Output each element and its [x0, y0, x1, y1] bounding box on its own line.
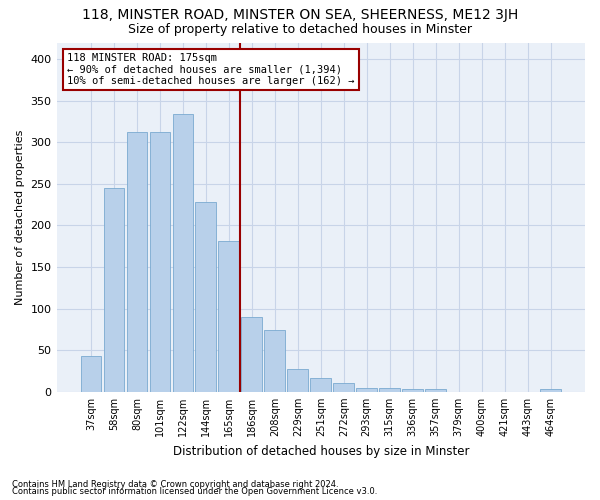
- Bar: [356, 388, 377, 392]
- Bar: [127, 132, 147, 392]
- Bar: [241, 317, 262, 392]
- Bar: [173, 114, 193, 392]
- X-axis label: Distribution of detached houses by size in Minster: Distribution of detached houses by size …: [173, 444, 469, 458]
- Bar: [334, 384, 354, 392]
- Bar: [287, 370, 308, 392]
- Text: 118, MINSTER ROAD, MINSTER ON SEA, SHEERNESS, ME12 3JH: 118, MINSTER ROAD, MINSTER ON SEA, SHEER…: [82, 8, 518, 22]
- Y-axis label: Number of detached properties: Number of detached properties: [15, 130, 25, 305]
- Bar: [149, 132, 170, 392]
- Text: Contains public sector information licensed under the Open Government Licence v3: Contains public sector information licen…: [12, 487, 377, 496]
- Text: Size of property relative to detached houses in Minster: Size of property relative to detached ho…: [128, 22, 472, 36]
- Text: 118 MINSTER ROAD: 175sqm
← 90% of detached houses are smaller (1,394)
10% of sem: 118 MINSTER ROAD: 175sqm ← 90% of detach…: [67, 53, 355, 86]
- Bar: [379, 388, 400, 392]
- Bar: [218, 242, 239, 392]
- Bar: [265, 330, 285, 392]
- Bar: [403, 390, 423, 392]
- Bar: [80, 356, 101, 392]
- Bar: [104, 188, 124, 392]
- Text: Contains HM Land Registry data © Crown copyright and database right 2024.: Contains HM Land Registry data © Crown c…: [12, 480, 338, 489]
- Bar: [425, 390, 446, 392]
- Bar: [310, 378, 331, 392]
- Bar: [196, 202, 216, 392]
- Bar: [540, 390, 561, 392]
